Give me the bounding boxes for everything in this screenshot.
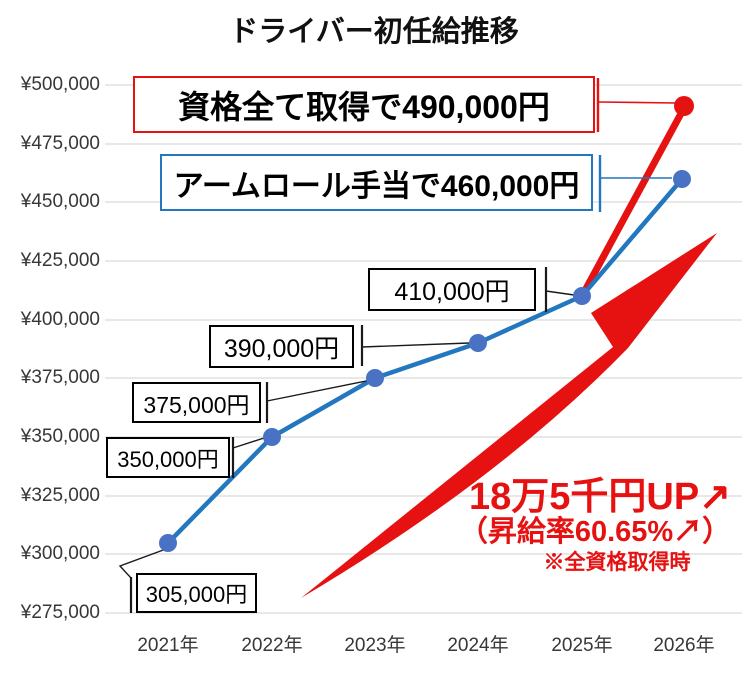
leader-2024 [361,342,470,348]
leader-armroll [598,155,672,212]
salary-up-main-text: 18万5千円UP↗ [468,476,732,518]
y-tick-450000: ¥450,000 [20,191,100,212]
y-tick-325000: ¥325,000 [20,485,100,506]
y-tick-275000: ¥275,000 [20,602,100,623]
callout-2021-305000: 305,000円 [136,573,257,613]
callout-2024-390000: 390,000円 [209,325,354,368]
x-tick-2023: 2023年 [344,635,406,656]
x-tick-2021: 2021年 [137,635,199,656]
marker-2026-qualification [674,96,694,116]
callout-2022-350000: 350,000円 [106,437,230,478]
marker-2026-armroll [673,170,691,188]
salary-up-rate-text: （昇給率60.65%↗） [458,516,732,548]
callout-2023-375000: 375,000円 [132,382,261,423]
marker-2024 [469,334,487,352]
x-tick-2024: 2024年 [447,635,509,656]
marker-2025 [573,287,591,305]
chart-title: ドライバー初任給推移 [229,16,519,48]
y-tick-400000: ¥400,000 [20,309,100,330]
growth-arrow [301,233,717,598]
x-tick-2022: 2022年 [241,635,303,656]
callout-2025-410000: 410,000円 [368,268,536,311]
y-tick-425000: ¥425,000 [20,250,100,271]
blue-series-line [166,177,684,545]
leader-qualification [596,78,677,132]
leader-2022 [232,437,265,449]
salary-up-note-text: ※全資格取得時 [543,551,691,574]
blue-data-markers [159,170,691,552]
y-tick-375000: ¥375,000 [20,367,100,388]
y-tick-300000: ¥300,000 [20,543,100,564]
marker-2022 [263,428,281,446]
y-tick-475000: ¥475,000 [20,133,100,154]
callout-leaders [118,267,575,613]
leader-2025 [545,290,575,296]
red-series-line [578,106,688,298]
marker-2023 [366,369,384,387]
marker-2021 [159,534,177,552]
y-tick-350000: ¥350,000 [20,426,100,447]
leader-2023 [266,379,372,402]
callout-qualification-490000: 資格全て取得で490,000円 [133,76,595,133]
x-tick-2025: 2025年 [551,635,613,656]
callout-armroll-460000: アームロール手当で460,000円 [160,154,593,211]
x-tick-2026: 2026年 [653,635,715,656]
leader-2021 [118,548,167,579]
y-tick-500000: ¥500,000 [20,74,100,95]
